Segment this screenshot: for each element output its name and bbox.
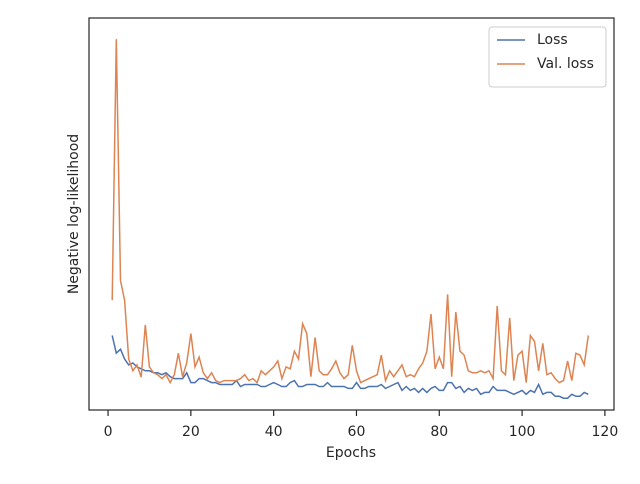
line-series [111,335,589,399]
x-tick-label: 20 [182,424,200,440]
x-tick-label: 80 [430,424,448,440]
line-series [111,39,590,385]
x-tick-label: 120 [592,424,619,440]
x-tick-label: 100 [509,424,536,440]
legend-box [488,26,607,88]
legend-label: Loss [537,32,568,48]
x-tick-label: 60 [348,424,366,440]
x-tick-label: 0 [104,424,113,440]
legend-label: Val. loss [537,56,594,72]
y-axis-label: Negative log-likelihood [66,134,82,294]
plot-frame [88,17,615,411]
x-axis-label: Epochs [326,445,376,461]
x-tick-label: 40 [265,424,283,440]
